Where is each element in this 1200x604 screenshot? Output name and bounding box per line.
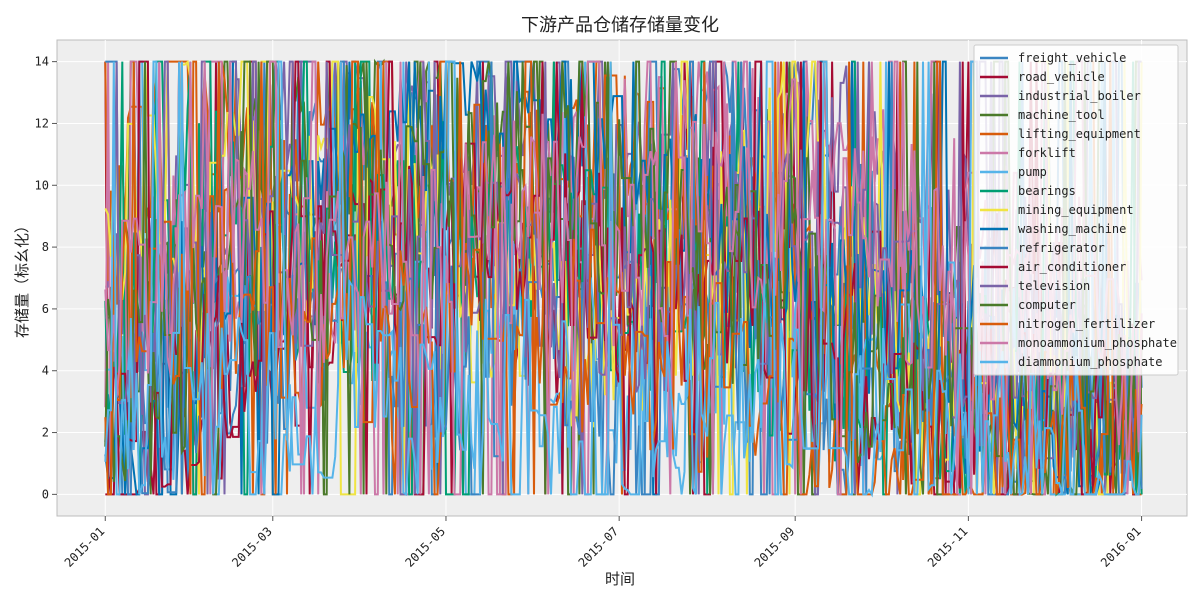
legend-label: monoammonium_phosphate xyxy=(1018,336,1177,350)
x-tick-label: 2015-05 xyxy=(402,524,448,570)
y-tick-label: 0 xyxy=(42,487,49,501)
legend-label: freight_vehicle xyxy=(1018,51,1126,65)
legend-label: refrigerator xyxy=(1018,241,1105,255)
legend-box xyxy=(973,44,1179,376)
y-tick-label: 10 xyxy=(35,178,49,192)
legend-label: television xyxy=(1018,279,1090,293)
x-tick-label: 2015-07 xyxy=(576,524,622,570)
y-tick-label: 14 xyxy=(35,55,49,69)
legend-label: bearings xyxy=(1018,184,1076,198)
legend-label: mining_equipment xyxy=(1018,203,1134,217)
x-tick-label: 2015-09 xyxy=(752,524,798,570)
legend-label: pump xyxy=(1018,165,1047,179)
series-lines xyxy=(104,58,1143,498)
legend-label: washing_machine xyxy=(1018,222,1126,236)
chart-title: 下游产品仓储存储量变化 xyxy=(521,15,719,36)
x-tick-label: 2016-01 xyxy=(1098,524,1144,570)
y-tick-label: 6 xyxy=(42,302,49,316)
y-tick-label: 2 xyxy=(42,426,49,440)
x-tick-label: 2015-03 xyxy=(229,524,275,570)
x-axis-label: 时间 xyxy=(605,570,635,588)
legend-label: road_vehicle xyxy=(1018,70,1105,84)
x-tick-label: 2015-01 xyxy=(62,524,108,570)
legend-label: forklift xyxy=(1018,146,1076,160)
legend-label: industrial_boiler xyxy=(1018,89,1141,103)
y-tick-label: 4 xyxy=(42,364,49,378)
legend-label: air_conditioner xyxy=(1018,260,1126,274)
legend-label: machine_tool xyxy=(1018,108,1105,122)
y-tick-label: 12 xyxy=(35,116,49,130)
series-line-diammonium-phosphate xyxy=(104,60,1143,498)
y-axis-label: 存储量（标幺化） xyxy=(13,218,31,338)
legend-label: nitrogen_fertilizer xyxy=(1018,317,1155,331)
legend: freight_vehicle road_vehicle industrial_bo… xyxy=(973,44,1179,376)
y-tick-label: 8 xyxy=(42,240,49,254)
x-tick-label: 2015-11 xyxy=(925,524,971,570)
legend-label: computer xyxy=(1018,298,1076,312)
legend-label: lifting_equipment xyxy=(1018,127,1141,141)
legend-label: diammonium_phosphate xyxy=(1018,355,1163,369)
